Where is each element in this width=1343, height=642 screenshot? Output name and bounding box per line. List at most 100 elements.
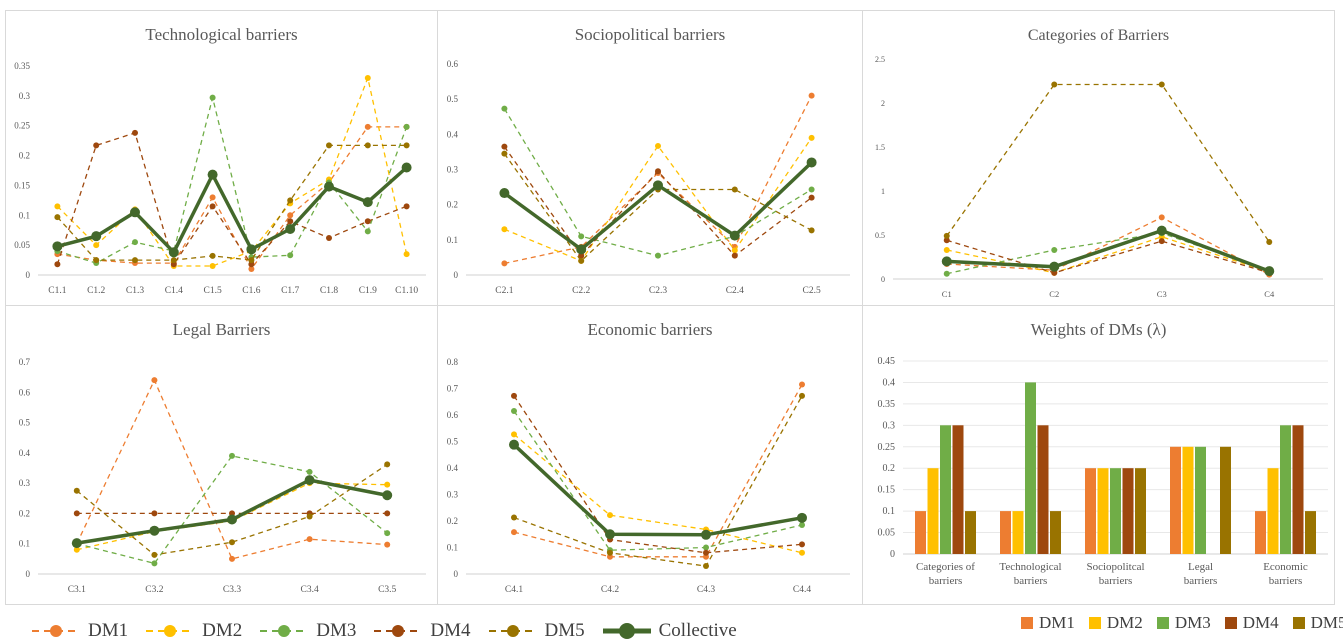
- cat-x-tick-label: C3: [1157, 289, 1167, 299]
- weights-bar-dm5-legal-barriers: [1220, 446, 1231, 554]
- tech-x-tick-label: C1.6: [242, 286, 260, 296]
- weights-y-tick-label: 0.2: [883, 463, 896, 474]
- legal-point-dm5: [73, 487, 80, 494]
- weights-y-tick-label: 0.05: [878, 528, 896, 539]
- legend-marker-dm4: [374, 625, 423, 637]
- legal-point-dm5: [151, 551, 158, 558]
- legend-marker-collective: [602, 623, 651, 639]
- legal-point-collective: [149, 525, 160, 536]
- econ-y-tick-label: 0.3: [447, 490, 459, 500]
- chart-economic-barriers: Economic barriers 0 0.1 0.2 0.3 0.4 0.5 0.6 0.7 0…: [447, 320, 850, 595]
- legal-point-collective: [382, 490, 393, 501]
- weights-bar-dm3-legal-barriers: [1195, 446, 1206, 554]
- socio-point-dm1: [808, 92, 815, 99]
- socio-point-dm5: [808, 227, 815, 234]
- panel-categories-of-barriers: Categories of Barriers 0 0.5 1 1.5 2 2.5 C1 C2 C3…: [862, 10, 1335, 306]
- econ-y-tick-label: 0.1: [447, 543, 458, 553]
- econ-x-tick-label: C4.4: [793, 585, 811, 595]
- legend-label-dm2: DM2: [202, 620, 243, 641]
- legal-y-tick-label: 0.2: [19, 508, 30, 518]
- socio-x-tick-label: C2.2: [572, 286, 590, 296]
- legal-point-dm3: [384, 530, 391, 537]
- socio-series-line-dm2: [504, 137, 813, 262]
- tech-point-dm4: [132, 129, 138, 136]
- line-legend: DM1 DM2 DM3 DM4 DM5 Collective: [30, 620, 753, 642]
- weights-bar-dm2-legal-barriers: [1182, 446, 1194, 554]
- socio-y-tick-label: 0.1: [447, 235, 458, 245]
- tech-y-tick-label: 0.25: [14, 121, 30, 131]
- cat-series-line-dm4: [946, 239, 1270, 274]
- tech-y-tick-label: 0.1: [19, 210, 30, 220]
- econ-series-line-dm3: [513, 410, 803, 551]
- tech-chart-title: Technological barriers: [145, 25, 297, 44]
- tech-point-dm5: [364, 142, 371, 149]
- socio-x-tick-label: C2.1: [495, 286, 513, 296]
- bar-legend-label-dm3: DM3: [1174, 613, 1211, 632]
- socio-point-dm4: [501, 143, 508, 150]
- weights-bar-dm2-technological-barriers: [1012, 511, 1024, 554]
- cat-point-dm4: [1158, 238, 1165, 245]
- weights-bar-dm5-economic-barriers: [1305, 511, 1316, 554]
- socio-series-line-dm1: [504, 95, 813, 265]
- socio-point-collective: [653, 180, 663, 191]
- legal-point-dm2: [73, 546, 80, 553]
- cat-point-collective: [1264, 266, 1275, 277]
- econ-point-dm5: [607, 549, 613, 556]
- legend-marker-dm2: [146, 625, 195, 637]
- econ-point-dm1: [511, 529, 517, 536]
- legal-point-dm1: [306, 536, 313, 543]
- tech-point-dm4: [403, 203, 410, 210]
- legal-x-tick-label: C3.2: [145, 585, 163, 595]
- tech-series-line-collective: [56, 166, 408, 256]
- econ-y-tick-label: 0.6: [447, 410, 459, 420]
- tech-point-dm2: [364, 74, 371, 81]
- socio-point-dm4: [731, 252, 738, 259]
- socio-y-tick-label: 0.5: [447, 94, 459, 104]
- legal-point-dm1: [384, 541, 391, 548]
- econ-point-dm3: [703, 544, 709, 551]
- socio-point-collective: [576, 244, 587, 255]
- socio-point-dm5: [578, 257, 585, 264]
- weights-bar-dm2-categories-of-barriers: [927, 468, 939, 554]
- tech-point-dm5: [93, 257, 100, 264]
- tech-point-dm5: [170, 257, 177, 264]
- legend-marker-dm1: [32, 625, 80, 637]
- socio-point-dm2: [808, 134, 815, 141]
- tech-point-dm1: [287, 212, 294, 219]
- weights-bar-dm1-economic-barriers: [1255, 511, 1266, 554]
- legal-point-collective: [304, 475, 315, 486]
- tech-y-tick-label: 0: [26, 270, 31, 280]
- cat-series-line-dm5: [946, 83, 1270, 243]
- socio-series-line-dm4: [503, 146, 812, 257]
- weights-bar-dm3-sociopolitcal-barriers: [1110, 468, 1121, 554]
- tech-point-dm2: [209, 263, 216, 270]
- cat-point-dm5: [1266, 239, 1273, 246]
- tech-x-tick-label: C1.10: [395, 286, 418, 296]
- cat-series-line-dm3: [946, 232, 1270, 275]
- socio-point-dm1: [501, 260, 508, 267]
- socio-point-dm4: [808, 194, 815, 201]
- tech-y-tick-label: 0.2: [19, 151, 30, 161]
- weights-y-tick-label: 0.15: [878, 485, 896, 496]
- panel-economic-barriers: Economic barriers 0 0.1 0.2 0.3 0.4 0.5 0.6 0.7 0…: [437, 305, 863, 605]
- tech-point-dm3: [364, 228, 371, 235]
- tech-point-collective: [130, 207, 140, 218]
- tech-x-tick-label: C1.4: [165, 286, 183, 296]
- econ-y-tick-label: 0.8: [447, 357, 459, 367]
- econ-point-dm5: [703, 563, 709, 570]
- tech-y-tick-label: 0.05: [14, 240, 30, 250]
- socio-x-tick-label: C2.5: [802, 286, 820, 296]
- weights-bar-dm3-economic-barriers: [1280, 425, 1291, 554]
- legend-label-dm4: DM4: [430, 620, 471, 641]
- econ-y-tick-label: 0.4: [447, 463, 459, 473]
- weights-bar-dm1-technological-barriers: [1000, 511, 1011, 554]
- legal-y-tick-label: 0.1: [19, 539, 30, 549]
- tech-point-dm3: [287, 252, 294, 259]
- socio-y-tick-label: 0.2: [447, 200, 458, 210]
- bar-legend-swatch-dm2: [1088, 617, 1101, 629]
- legend-label-dm5: DM5: [544, 620, 585, 641]
- bar-legend-item-dm2: DM2: [1088, 613, 1143, 633]
- tech-point-dm5: [287, 197, 294, 204]
- cat-y-tick-label: 2: [881, 99, 885, 108]
- econ-point-collective: [509, 439, 519, 450]
